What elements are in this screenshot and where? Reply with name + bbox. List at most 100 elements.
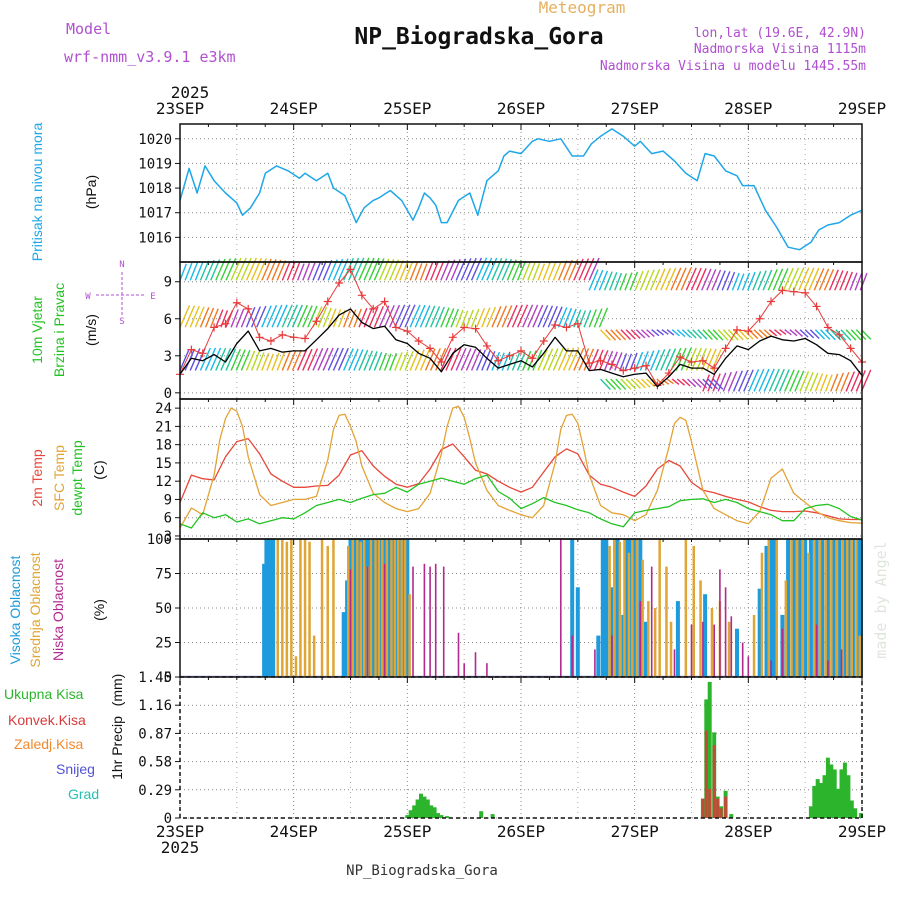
wind-arrow (256, 352, 265, 371)
cloud-mid-bar (390, 539, 393, 677)
cloud-high-bar (764, 545, 769, 677)
wind-arrow (690, 347, 702, 371)
cloud-mid-bar (684, 539, 688, 677)
wind-arrow (763, 329, 773, 338)
wind-gust-marker (289, 333, 298, 342)
model-label: Model (66, 20, 111, 38)
wind-arrow (634, 270, 644, 291)
cloud-ytick-label: 100 (147, 532, 172, 548)
wind-arrow (614, 352, 623, 371)
wind-arrow (516, 260, 527, 281)
wind-arrow (809, 372, 819, 392)
wind-arrow (409, 262, 418, 281)
cloud-low-bar (673, 649, 676, 677)
coords-label: lon,lat (19.6E, 42.9N) (694, 26, 866, 41)
wind-arrow (736, 273, 745, 291)
wind-arrow (537, 349, 548, 371)
wind-arrow (687, 378, 697, 388)
wind-arrow (266, 259, 277, 281)
wind-arrow (276, 260, 287, 281)
wind-gust-marker (323, 297, 332, 306)
wind-arrow (194, 261, 204, 281)
precip-total-bar (408, 810, 413, 818)
wind-gust-marker (391, 323, 400, 332)
wind-arrow (588, 269, 599, 291)
wind-arrow (271, 259, 282, 281)
wind-arrow (573, 347, 585, 371)
cloud-high-bar (371, 539, 376, 677)
wind-arrow (692, 329, 703, 340)
wind-arrow (414, 263, 423, 281)
wind-arrow (676, 378, 686, 386)
wind-arrow (752, 271, 762, 291)
wind-arrow (568, 347, 580, 371)
cloud-mid-bar (362, 539, 366, 677)
wind-arrow (789, 369, 800, 392)
wind-arrow (655, 268, 666, 291)
cloud-high-bar (570, 539, 575, 677)
cloud-subtitle2: Niska Oblacnost (50, 559, 66, 661)
pressure-labels: Pritisak na nivou mora (hPa) (29, 123, 99, 262)
wind-arrow (603, 350, 614, 371)
cloud-high-bar (786, 539, 791, 677)
cloud-mid-bar (767, 539, 770, 677)
wind-arrow (784, 329, 792, 336)
cloud-high-bar (757, 588, 762, 677)
cloud-low-bar (650, 566, 653, 677)
wind-arrow (399, 304, 411, 328)
legend-conv-rain: Konvek.Kisa (8, 712, 86, 728)
wind-arrow (598, 307, 609, 328)
wind-arrow (641, 329, 651, 338)
wind-compass: N W E S (85, 260, 155, 327)
bottom-day-label: 27SEP (611, 822, 659, 841)
temp-sfc-line (179, 405, 863, 529)
wind-arrow (261, 305, 272, 328)
wind-arrow (450, 308, 460, 328)
wind-arrow (522, 261, 531, 281)
wind-arrow (281, 261, 291, 281)
wind-arrow (302, 262, 311, 281)
pressure-unit: (hPa) (83, 175, 99, 209)
wind-arrow (327, 347, 339, 371)
wind-gust-marker (244, 304, 253, 313)
precip-total-bar (429, 805, 434, 818)
wind-arrow (727, 371, 738, 392)
wind-arrow (655, 349, 666, 371)
wind-arrow (578, 310, 587, 328)
wind-arrow (527, 304, 539, 328)
temp-labels: 2m Temp SFC Temp dewpt Temp (C) (29, 440, 107, 515)
wind-arrow (609, 351, 618, 371)
wind-arrow (721, 271, 731, 291)
wind-gust-marker (482, 341, 491, 350)
cloud-high-bar (772, 539, 777, 677)
precip-ytick-label: 0.87 (138, 726, 172, 742)
wind-arrow (767, 269, 778, 291)
cloud-high-bar (387, 539, 392, 677)
wind-arrow (799, 371, 810, 392)
wind-arrow (820, 329, 831, 340)
wind-arrow (804, 329, 815, 339)
wind-arrow (429, 306, 441, 328)
wind-gust-marker (630, 364, 639, 373)
cloud-mid-bar (347, 545, 350, 677)
wind-arrow (184, 305, 196, 328)
cloud-mid-bar (285, 541, 289, 677)
wind-arrow (435, 306, 445, 328)
precip-total-bar (822, 775, 827, 818)
wind-arrow (849, 272, 858, 291)
precip-ytick-label: 0.29 (138, 783, 172, 799)
cloud-low-bar (429, 566, 431, 677)
wind-arrow (610, 329, 622, 341)
temperature-ytick-label: 12 (155, 474, 172, 490)
wind-arrow (671, 329, 680, 337)
wind-arrow (854, 273, 863, 291)
wind-arrow (603, 271, 613, 291)
pressure-series (179, 128, 863, 251)
wind-arrow (768, 329, 778, 337)
wind-arrow (281, 304, 293, 328)
wind-arrow (692, 378, 702, 388)
cloud-mid-bar (627, 552, 631, 677)
temp-unit: (C) (91, 460, 107, 479)
wind-arrow (204, 307, 215, 328)
wind-arrow (600, 378, 611, 390)
